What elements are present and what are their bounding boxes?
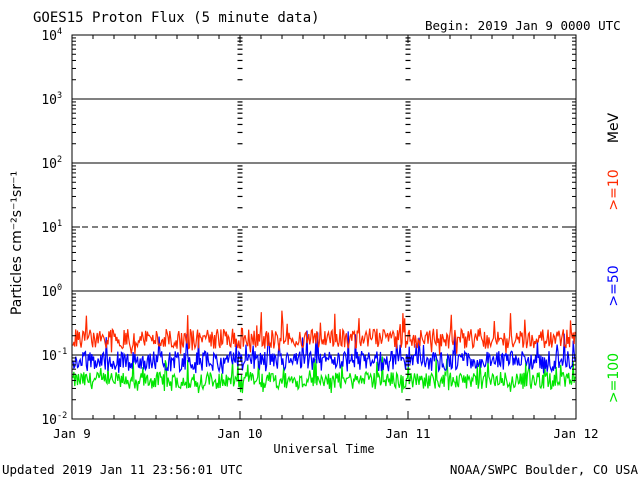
y-tick-exponent: 3 (57, 91, 62, 101)
series-line-ge50 (72, 330, 576, 374)
x-axis-label: Universal Time (273, 442, 374, 456)
x-axis-ticks: Jan 9 Jan 10 Jan 11 Jan 12 (53, 35, 599, 441)
x-tick-label: Jan 11 (385, 426, 430, 441)
day-tick-marks (237, 37, 411, 401)
y-tick-exponent: 2 (57, 155, 62, 165)
legend-unit: MeV (606, 112, 622, 143)
y-tick-label: 10 (41, 285, 57, 300)
legend-ge100: >=100 (606, 353, 622, 403)
updated-timestamp: Updated 2019 Jan 11 23:56:01 UTC (2, 462, 243, 477)
y-axis-label: Particles cm⁻²s⁻¹sr⁻¹ (9, 171, 25, 315)
y-tick-label: 10 (41, 221, 57, 236)
y-tick-exponent: -2 (57, 411, 67, 421)
y-tick-exponent: 4 (57, 27, 62, 37)
begin-time: Begin: 2019 Jan 9 0000 UTC (425, 18, 621, 33)
x-tick-label: Jan 10 (217, 426, 262, 441)
x-tick-label: Jan 9 (53, 426, 91, 441)
y-tick-exponent: -1 (57, 347, 67, 357)
legend: MeV >=10 >=50 >=100 (606, 112, 622, 403)
y-tick-label: 10 (41, 93, 57, 108)
y-tick-label: 10 (41, 413, 57, 428)
y-tick-label: 10 (41, 349, 57, 364)
reference-lines (72, 98, 576, 356)
series-line-ge10 (72, 310, 576, 355)
series-layer (72, 310, 576, 394)
x-tick-label: Jan 12 (553, 426, 598, 441)
series-line-ge100 (72, 356, 576, 394)
credit-text: NOAA/SWPC Boulder, CO USA (450, 462, 639, 477)
y-tick-exponent: 0 (57, 283, 62, 293)
y-tick-label: 10 (41, 29, 57, 44)
y-tick-exponent: 1 (57, 219, 62, 229)
y-tick-label: 10 (41, 157, 57, 172)
chart-title: GOES15 Proton Flux (5 minute data) (33, 10, 320, 26)
legend-ge50: >=50 (606, 265, 622, 306)
legend-ge10: >=10 (606, 169, 622, 210)
